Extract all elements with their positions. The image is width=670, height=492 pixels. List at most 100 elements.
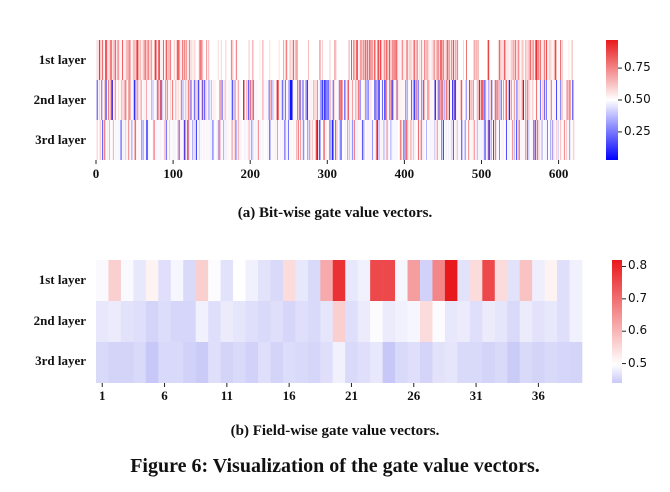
heat-cell: [98, 40, 100, 80]
heat-cell: [317, 120, 319, 160]
heat-cell: [106, 120, 108, 160]
heat-cell: [252, 40, 254, 80]
heat-cell: [544, 342, 558, 383]
heat-cell: [343, 80, 345, 120]
heat-cell: [397, 80, 399, 120]
heat-cell: [96, 260, 109, 301]
heat-cell: [422, 120, 424, 160]
heat-cell: [522, 80, 524, 120]
heat-cell: [159, 40, 161, 80]
heat-cell: [110, 40, 112, 80]
heat-cell: [456, 40, 458, 80]
heat-cell: [106, 40, 108, 80]
heat-cell: [285, 40, 287, 80]
heat-cell: [392, 120, 394, 160]
heat-cell: [201, 80, 203, 120]
heat-cell: [417, 40, 419, 80]
heat-cell: [151, 120, 153, 160]
heat-cell: [507, 301, 520, 342]
heat-cell: [556, 80, 558, 120]
heat-cell: [316, 40, 318, 80]
heat-cell: [179, 120, 181, 160]
heat-cell: [116, 40, 118, 80]
heat-cell: [214, 40, 216, 80]
heat-cell: [521, 80, 523, 120]
heat-cell: [107, 40, 109, 80]
heat-cell: [538, 80, 540, 120]
heat-cell: [509, 40, 511, 80]
heat-cell: [563, 80, 565, 120]
heat-cell: [393, 40, 395, 80]
heat-cell: [369, 40, 371, 80]
heat-cell: [286, 120, 288, 160]
heat-cell: [237, 40, 239, 80]
heat-cell: [155, 40, 157, 80]
heat-cell: [97, 120, 99, 160]
heat-cell: [338, 120, 340, 160]
heat-cell: [372, 120, 374, 160]
heat-cell: [358, 40, 360, 80]
heat-cell: [448, 40, 450, 80]
heat-cell: [175, 120, 177, 160]
heat-cell: [142, 80, 144, 120]
heat-cell: [212, 120, 214, 160]
heat-cell: [524, 120, 526, 160]
heat-cell: [561, 80, 563, 120]
heat-cell: [530, 80, 532, 120]
heat-cell: [412, 40, 414, 80]
heat-cell: [299, 80, 301, 120]
heat-cell: [283, 80, 285, 120]
heat-cell: [563, 120, 566, 160]
caption-b: (b) Field-wise gate value vectors.: [230, 423, 440, 439]
heat-cell: [120, 120, 122, 160]
heat-cell: [96, 342, 109, 383]
heat-cell: [520, 120, 522, 160]
heat-cell: [308, 80, 310, 120]
heat-cell: [121, 80, 123, 120]
heat-cell: [473, 40, 475, 80]
heat-cell: [567, 80, 569, 120]
heat-cell: [496, 120, 498, 160]
heat-cell: [366, 40, 368, 80]
heat-cell: [474, 40, 476, 80]
caption-a: (a) Bit-wise gate value vectors.: [237, 205, 433, 221]
heat-cell: [529, 80, 531, 120]
heat-cell: [535, 40, 537, 80]
heat-cell: [491, 120, 493, 160]
heat-cell: [385, 80, 387, 120]
heat-cell: [148, 120, 150, 160]
heat-cell: [207, 80, 209, 120]
heat-cell: [136, 120, 138, 160]
heat-cell: [267, 80, 269, 120]
heat-cell: [533, 80, 535, 120]
heat-cell: [394, 80, 396, 120]
heat-cell: [245, 80, 247, 120]
heat-cell: [301, 80, 303, 120]
heat-cell: [468, 80, 470, 120]
heat-cell: [520, 40, 522, 80]
heat-cell: [372, 80, 374, 120]
heat-cell: [449, 80, 451, 120]
heat-cell: [466, 40, 468, 80]
heat-cell: [520, 80, 522, 120]
heat-cell: [332, 120, 334, 160]
heat-cell: [318, 40, 320, 80]
heat-cell: [427, 80, 429, 120]
heat-cell: [469, 80, 471, 120]
heat-cell: [457, 80, 459, 120]
heat-cell: [133, 120, 135, 160]
heat-cell: [166, 120, 168, 160]
heat-cell: [165, 80, 167, 120]
heat-cell: [460, 80, 462, 120]
heat-cell: [254, 40, 256, 80]
heat-cell: [485, 40, 487, 80]
heat-cell: [183, 80, 185, 120]
heat-cell: [296, 80, 298, 120]
heat-cell: [189, 120, 191, 160]
heat-cell: [378, 120, 380, 160]
heat-cell: [370, 40, 372, 80]
heat-cell: [102, 80, 105, 120]
heat-cell: [331, 80, 333, 120]
heat-cell: [135, 120, 137, 160]
heat-cell: [562, 120, 564, 160]
